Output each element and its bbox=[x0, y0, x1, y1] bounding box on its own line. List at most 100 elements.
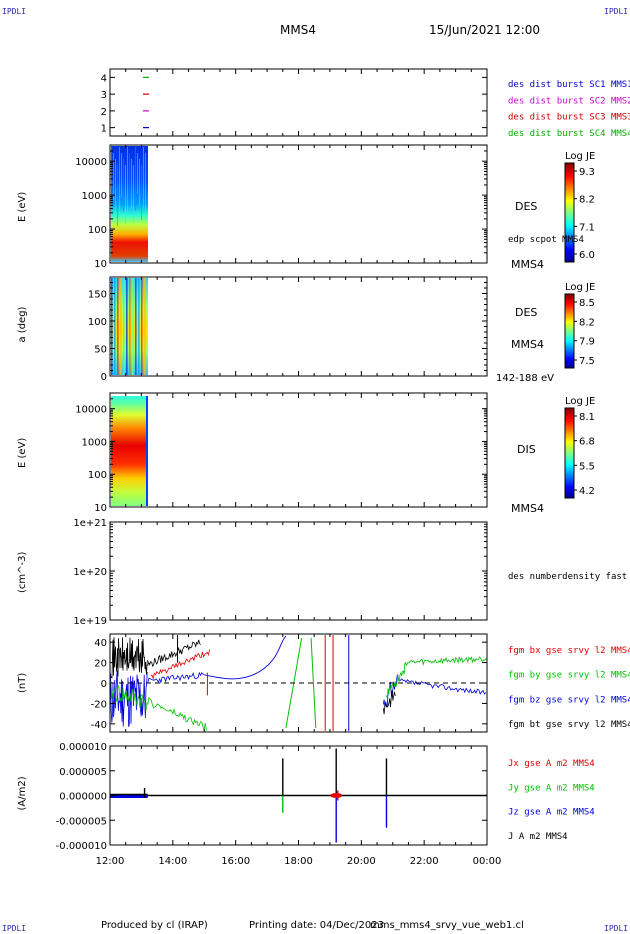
des-energy-colorbar-tick-label: 8.2 bbox=[579, 195, 595, 206]
current-density-ylabel: (A/m2) bbox=[17, 776, 28, 810]
des-pitch-colorbar bbox=[564, 293, 575, 369]
bz-trace bbox=[204, 635, 287, 680]
des-energy-spacecraft: MMS4 bbox=[511, 258, 544, 271]
y-tick-label: 50 bbox=[94, 345, 107, 356]
bt-trace bbox=[147, 639, 201, 667]
des-energy-streak bbox=[127, 147, 128, 213]
des-energy-instrument: DES bbox=[515, 200, 537, 213]
x-tick-label: 16:00 bbox=[221, 856, 250, 867]
des-pitch-streak bbox=[114, 278, 116, 375]
current-cluster bbox=[330, 793, 343, 798]
y-tick-label: 0.000000 bbox=[59, 792, 107, 803]
des-energy-streak bbox=[121, 153, 122, 198]
dis-energy-spectrogram bbox=[111, 396, 148, 506]
des-energy-streak bbox=[143, 147, 144, 209]
des-energy-streak bbox=[113, 153, 114, 200]
des-energy-colorbar bbox=[564, 162, 575, 263]
y-tick-label: 10 bbox=[94, 259, 107, 270]
spacecraft-title: MMS4 bbox=[280, 23, 316, 37]
y-tick-label: 20 bbox=[94, 659, 107, 670]
des-energy-streak bbox=[119, 147, 120, 215]
des-energy-streak bbox=[129, 153, 130, 196]
dis-energy-colorbar-tick-label: 5.5 bbox=[579, 461, 595, 472]
corner-label-tl: IPDLI bbox=[2, 7, 27, 16]
des-energy-streak bbox=[125, 165, 126, 224]
y-tick-label: 40 bbox=[94, 638, 107, 649]
density-legend: des numberdensity fast M bbox=[508, 572, 630, 582]
des-energy-streak bbox=[139, 159, 140, 207]
des-pitch-colorbar-tick-label: 7.9 bbox=[579, 337, 595, 348]
y-tick-label: 1 bbox=[101, 124, 107, 135]
y-tick-label: 100 bbox=[88, 225, 107, 236]
bt-trace bbox=[109, 637, 148, 679]
bx-trace bbox=[150, 649, 210, 680]
y-tick-label: 1e+20 bbox=[73, 567, 107, 578]
y-tick-label: 2 bbox=[101, 107, 107, 118]
des-energy-streak bbox=[117, 165, 118, 226]
corner-label-bl: IPDLI bbox=[2, 924, 27, 933]
dis-energy-colorbar-tick-label: 8.1 bbox=[579, 412, 595, 423]
des-pitch-streak bbox=[141, 278, 143, 375]
burst-panel-frame bbox=[109, 68, 488, 137]
dis-energy-frame bbox=[109, 392, 488, 508]
magnetic-legend-4: fgm bt gse srvy l2 MMS4 bbox=[508, 720, 630, 730]
corner-label-tr: IPDLI bbox=[604, 7, 629, 16]
x-tick-label: 00:00 bbox=[473, 856, 502, 867]
bz-trace bbox=[109, 670, 148, 727]
y-tick-label: 1e+19 bbox=[73, 616, 107, 627]
current-legend-3: Jz gse A m2 MMS4 bbox=[508, 808, 595, 818]
by-trace bbox=[404, 655, 488, 667]
des-pitch-ylabel: a (deg) bbox=[17, 306, 28, 342]
des-pitch-streak bbox=[120, 278, 122, 375]
y-tick-label: 100 bbox=[88, 470, 107, 481]
density-ylabel: (cm^-3) bbox=[17, 552, 28, 593]
des-pitch-spacecraft: MMS4 bbox=[511, 338, 544, 351]
des-pitch-streak bbox=[132, 278, 134, 375]
y-tick-label: -40 bbox=[91, 720, 107, 731]
density-frame bbox=[109, 521, 488, 621]
des-energy-streak bbox=[141, 165, 142, 220]
des-pitch-streak bbox=[129, 278, 131, 375]
des-pitch-streak bbox=[123, 278, 125, 375]
des-pitch-streak bbox=[126, 278, 128, 375]
burst-legend-4: des dist burst SC4 MMS4 bbox=[508, 129, 630, 139]
y-tick-label: -0.000010 bbox=[56, 841, 107, 852]
des-energy-streak bbox=[135, 147, 136, 211]
by-trace bbox=[147, 697, 207, 731]
dis-energy-colorbar-tick-label: 4.2 bbox=[579, 486, 595, 497]
dis-energy-instrument: DIS bbox=[517, 443, 536, 456]
y-tick-label: 0 bbox=[101, 372, 107, 383]
dis-energy-spacecraft: MMS4 bbox=[511, 502, 544, 515]
y-tick-label: -0.000005 bbox=[56, 816, 107, 827]
y-tick-label: 0.000005 bbox=[59, 767, 107, 778]
des-pitch-streak bbox=[144, 278, 146, 375]
current-legend-1: Jx gse A m2 MMS4 bbox=[508, 759, 595, 769]
des-energy-frame bbox=[109, 144, 488, 264]
current-legend-2: Jy gse A m2 MMS4 bbox=[508, 783, 595, 793]
des-energy-streak bbox=[137, 153, 138, 194]
burst-legend-2: des dist burst SC2 MMS2 bbox=[508, 96, 630, 106]
burst-legend-3: des dist burst SC3 MMS3 bbox=[508, 113, 630, 123]
des-energy-colorbar-title: Log JE bbox=[565, 151, 595, 162]
bz-trace bbox=[398, 678, 487, 695]
des-pitch-frame bbox=[109, 276, 488, 377]
des-energy-streak bbox=[115, 159, 116, 213]
dis-energy-ylabel: E (eV) bbox=[17, 438, 28, 468]
des-energy-streak bbox=[123, 159, 124, 211]
x-tick-label: 22:00 bbox=[410, 856, 439, 867]
y-tick-label: 1000 bbox=[82, 437, 107, 448]
current-density-traces bbox=[110, 748, 487, 843]
y-tick-label: 0.000010 bbox=[59, 742, 107, 753]
des-energy-streak bbox=[133, 165, 134, 222]
footer-produced: Produced by cl (IRAP) bbox=[101, 920, 208, 931]
dis-energy-colorbar-tick-label: 6.8 bbox=[579, 437, 595, 448]
bt-trace bbox=[382, 690, 396, 715]
magnetic-legend-3: fgm bz gse srvy l2 MMS4 bbox=[508, 695, 630, 705]
y-tick-label: -20 bbox=[91, 699, 107, 710]
des-energy-streak bbox=[145, 153, 146, 222]
y-tick-label: 100 bbox=[88, 317, 107, 328]
des-pitch-streak bbox=[117, 278, 119, 375]
dis-energy-edge bbox=[146, 396, 148, 506]
y-tick-label: 4 bbox=[101, 73, 107, 84]
y-tick-label: 10000 bbox=[75, 405, 107, 416]
